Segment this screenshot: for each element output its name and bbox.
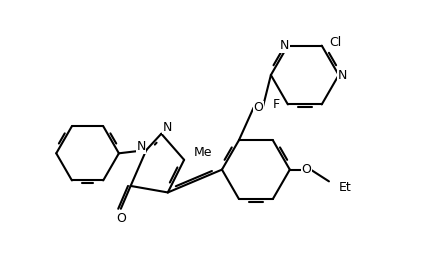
Text: N: N bbox=[280, 39, 289, 52]
Text: N: N bbox=[163, 121, 172, 134]
Text: N: N bbox=[136, 140, 146, 153]
Text: Cl: Cl bbox=[330, 36, 342, 49]
Text: O: O bbox=[253, 101, 263, 114]
Text: N: N bbox=[337, 68, 347, 82]
Text: F: F bbox=[273, 98, 280, 111]
Text: Me: Me bbox=[194, 145, 213, 158]
Text: O: O bbox=[116, 212, 126, 225]
Text: O: O bbox=[301, 163, 311, 176]
Text: Et: Et bbox=[339, 181, 352, 194]
